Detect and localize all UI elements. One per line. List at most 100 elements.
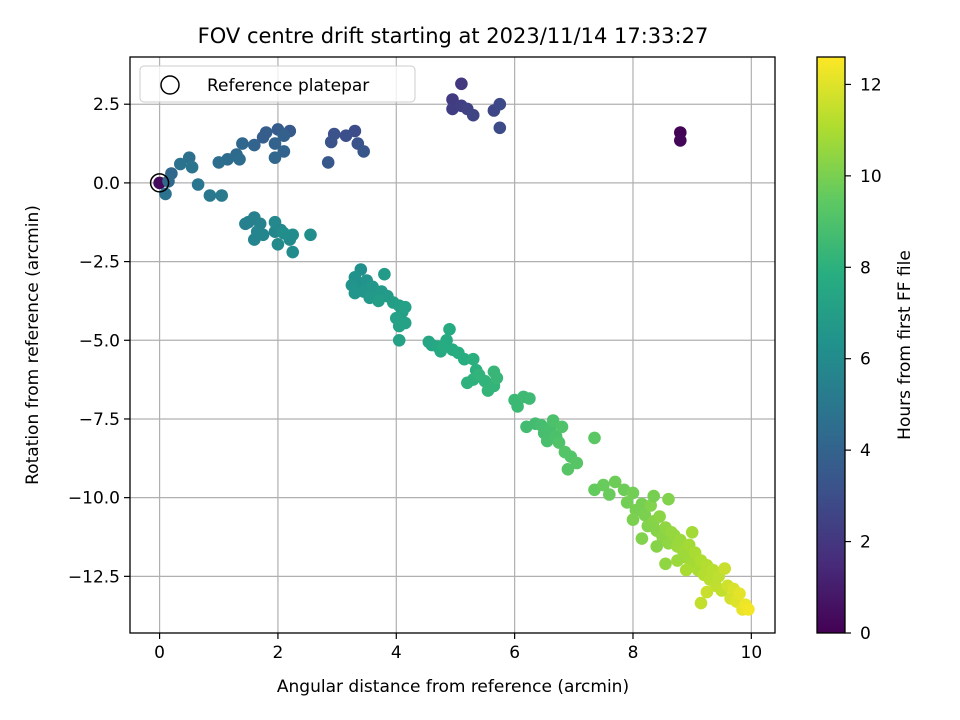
colorbar-ticks: 0 2 4 6 8 10 12	[845, 75, 882, 644]
data-point	[357, 145, 371, 158]
data-point	[277, 129, 291, 142]
data-point	[700, 585, 714, 599]
data-point	[718, 562, 731, 575]
x-tick-label: 2	[273, 643, 284, 663]
data-point	[239, 217, 252, 231]
data-points	[149, 77, 755, 616]
data-point	[277, 145, 291, 158]
data-point	[277, 227, 291, 240]
colorbar-tick-label: 10	[860, 167, 882, 187]
data-point	[446, 93, 459, 106]
colorbar-tick-label: 8	[860, 258, 871, 278]
colorbar-gradient	[816, 56, 846, 634]
data-point	[733, 587, 746, 600]
y-axis-ticks: 2.5 0.0 −2.5 −5.0 −7.5 −10.0 −12.5	[68, 95, 130, 587]
data-point	[185, 160, 199, 174]
data-point	[650, 540, 663, 553]
reference-platepar-marker	[149, 173, 170, 193]
data-point	[256, 228, 270, 242]
legend-marker-hollow-circle-icon	[160, 75, 180, 95]
y-tick-label: 2.5	[93, 95, 120, 115]
data-point	[248, 138, 261, 152]
data-point	[626, 513, 640, 526]
colorbar-tick-label: 12	[860, 75, 882, 95]
data-point	[392, 334, 406, 347]
data-point	[268, 137, 282, 150]
data-point	[493, 121, 507, 135]
data-point	[212, 156, 226, 169]
data-point	[608, 475, 622, 489]
x-tick-label: 0	[154, 643, 165, 663]
data-point	[493, 97, 507, 111]
data-point	[191, 178, 205, 191]
data-point	[466, 352, 480, 366]
colorbar-tick-label: 4	[860, 441, 871, 461]
x-tick-label: 6	[509, 643, 520, 663]
data-point	[597, 478, 610, 492]
data-point	[662, 492, 675, 506]
legend-box	[139, 65, 416, 103]
data-point	[635, 532, 649, 545]
data-point	[233, 153, 246, 166]
data-point	[561, 463, 575, 476]
colorbar-tick-label: 6	[860, 350, 871, 370]
data-point	[339, 129, 353, 142]
data-point	[588, 431, 601, 445]
data-point	[286, 245, 300, 259]
colorbar-tick-label: 2	[860, 533, 871, 553]
data-point	[671, 554, 684, 567]
plot-frame	[129, 56, 776, 634]
data-point	[458, 352, 471, 366]
y-axis-label: Rotation from reference (arcmin)	[23, 205, 43, 485]
colorbar-label: Hours from first FF file	[895, 250, 915, 440]
data-point	[694, 596, 708, 610]
data-point	[182, 151, 196, 164]
data-point	[570, 456, 584, 470]
data-point	[324, 135, 338, 149]
y-tick-label: −5.0	[79, 331, 120, 351]
data-point	[638, 508, 652, 522]
x-axis-label: Angular distance from reference (arcmin)	[277, 677, 629, 697]
chart-title: FOV centre drift starting at 2023/11/14 …	[198, 24, 709, 48]
data-point	[603, 488, 616, 501]
colorbar: 0 2 4 6 8 10 12 Hours from first FF file	[816, 56, 915, 644]
grid-lines	[130, 57, 775, 633]
data-point	[674, 134, 687, 147]
data-point	[466, 108, 480, 122]
data-point	[626, 486, 640, 500]
data-point	[174, 157, 187, 171]
data-point	[398, 316, 412, 330]
data-point	[256, 131, 270, 144]
data-point	[555, 420, 569, 434]
data-point	[620, 496, 634, 509]
data-point	[546, 414, 560, 427]
data-point	[398, 300, 412, 314]
data-point	[203, 189, 217, 202]
legend: Reference platepar	[139, 65, 416, 103]
data-point	[552, 436, 566, 449]
data-point	[679, 563, 693, 577]
legend-entry-reference-platepar: Reference platepar	[207, 76, 369, 96]
x-tick-label: 4	[391, 643, 402, 663]
y-tick-label: −10.0	[68, 489, 120, 509]
data-point	[685, 526, 699, 539]
y-tick-label: −12.5	[68, 567, 120, 587]
y-tick-label: 0.0	[93, 174, 120, 194]
data-point	[268, 151, 282, 164]
data-point	[443, 323, 456, 336]
data-point	[271, 238, 285, 251]
data-point	[236, 137, 249, 150]
y-tick-label: −2.5	[79, 253, 120, 273]
data-point	[511, 400, 524, 413]
data-point	[647, 489, 660, 503]
data-point	[487, 365, 501, 379]
y-tick-label: −7.5	[79, 410, 120, 430]
data-point	[304, 228, 317, 242]
data-point	[455, 77, 468, 91]
data-point	[653, 510, 666, 523]
data-point	[742, 603, 755, 616]
x-axis-ticks: 0 2 4 6 8 10	[154, 633, 762, 663]
data-point	[215, 189, 228, 202]
